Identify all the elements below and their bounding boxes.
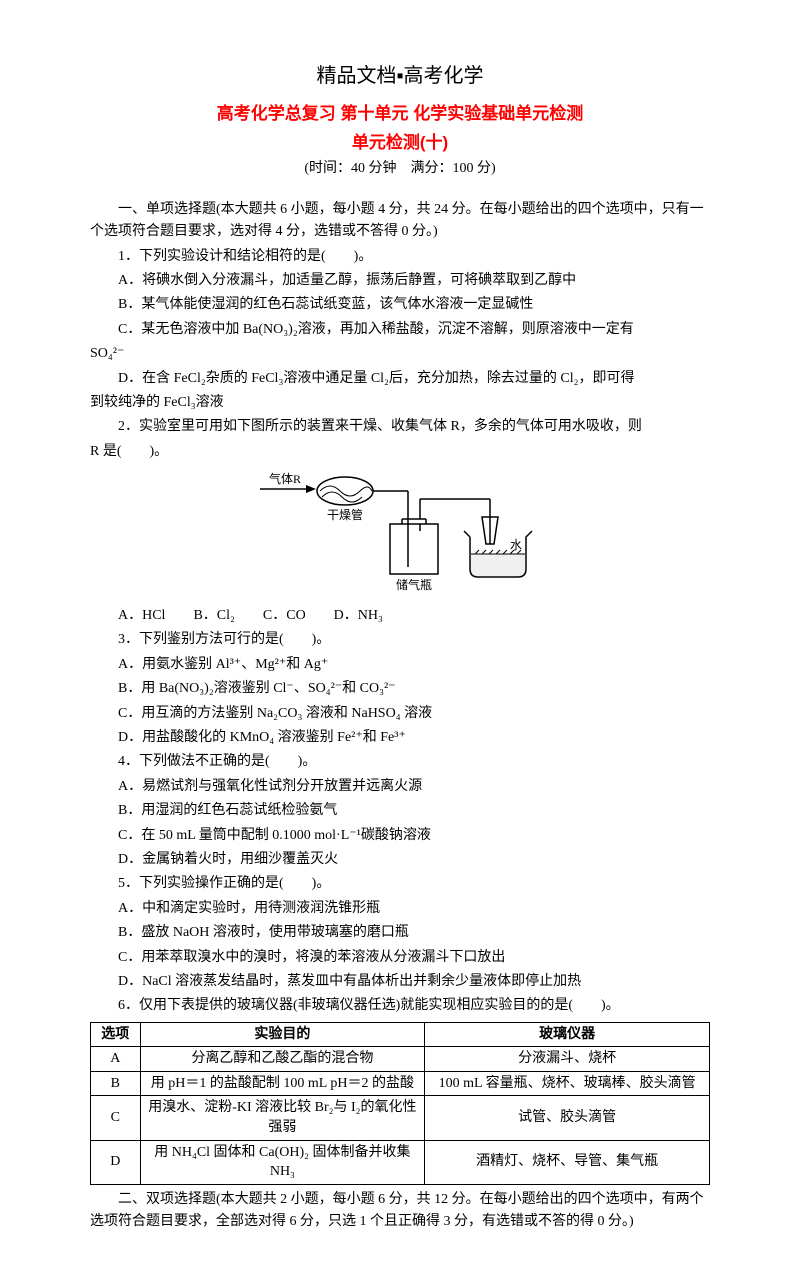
table-row: B 用 pH＝1 的盐酸配制 100 mL pH＝2 的盐酸 100 mL 容量… [91,1071,710,1096]
th-purpose: 实验目的 [140,1022,425,1047]
q3-optD: D．用盐酸酸化的 KMnO₄ 溶液鉴别 Fe²⁺和 Fe³⁺ [90,727,710,749]
label-gasR: 气体R [269,471,301,486]
header-title: 精品文档▪高考化学 [90,60,710,92]
q1-optD: D．在含 FeCl₂杂质的 FeCl₃溶液中通足量 Cl₂后，充分加热，除去过量… [90,368,710,390]
cell: 酒精灯、烧杯、导管、集气瓶 [425,1140,710,1184]
q5-stem: 5．下列实验操作正确的是( )。 [90,873,710,895]
q4-optA: A．易燃试剂与强氧化性试剂分开放置并远离火源 [90,776,710,798]
q3-stem: 3．下列鉴别方法可行的是( )。 [90,629,710,651]
time-info: (时间：40 分钟 满分：100 分) [90,158,710,180]
cell: 试管、胶头滴管 [425,1096,710,1140]
cell: 用溴水、淀粉-KI 溶液比较 Br₂与 I₂的氧化性强弱 [140,1096,425,1140]
cell: 用 pH＝1 的盐酸配制 100 mL pH＝2 的盐酸 [140,1071,425,1096]
q4-optB: B．用湿润的红色石蕊试纸检验氨气 [90,800,710,822]
q2-stem-tail: R 是( )。 [90,441,710,463]
cell: C [91,1096,141,1140]
doc-subtitle: 单元检测(十) [90,129,710,156]
section2-intro: 二、双项选择题(本大题共 2 小题，每小题 6 分，共 12 分。在每小题给出的… [90,1189,710,1234]
q1-optB: B．某气体能使湿润的红色石蕊试纸变蓝，该气体水溶液一定显碱性 [90,294,710,316]
table-row: D 用 NH₄Cl 固体和 Ca(OH)₂ 固体制备并收集 NH₃ 酒精灯、烧杯… [91,1140,710,1184]
q4-stem: 4．下列做法不正确的是( )。 [90,751,710,773]
table-row: A 分离乙醇和乙酸乙酯的混合物 分液漏斗、烧杯 [91,1047,710,1072]
q5-optC: C．用苯萃取溴水中的溴时，将溴的苯溶液从分液漏斗下口放出 [90,947,710,969]
q4-optD: D．金属钠着火时，用细沙覆盖灭火 [90,849,710,871]
q4-optC: C．在 50 mL 量筒中配制 0.1000 mol·L⁻¹碳酸钠溶液 [90,825,710,847]
table-header-row: 选项 实验目的 玻璃仪器 [91,1022,710,1047]
cell: 分离乙醇和乙酸乙酯的混合物 [140,1047,425,1072]
q6-table: 选项 实验目的 玻璃仪器 A 分离乙醇和乙酸乙酯的混合物 分液漏斗、烧杯 B 用… [90,1022,710,1185]
cell: 100 mL 容量瓶、烧杯、玻璃棒、胶头滴管 [425,1071,710,1096]
q3-optC: C．用互滴的方法鉴别 Na₂CO₃ 溶液和 NaHSO₄ 溶液 [90,703,710,725]
q6-stem: 6．仅用下表提供的玻璃仪器(非玻璃仪器任选)就能实现相应实验目的的是( )。 [90,995,710,1017]
cell: 分液漏斗、烧杯 [425,1047,710,1072]
q3-optB: B．用 Ba(NO₃)₂溶液鉴别 Cl⁻、SO₄²⁻和 CO₃²⁻ [90,678,710,700]
doc-title: 高考化学总复习 第十单元 化学实验基础单元检测 [90,100,710,127]
section1-intro: 一、单项选择题(本大题共 6 小题，每小题 4 分，共 24 分。在每小题给出的… [90,199,710,244]
q3-optA: A．用氨水鉴别 Al³⁺、Mg²⁺和 Ag⁺ [90,654,710,676]
q1-stem: 1．下列实验设计和结论相符的是( )。 [90,246,710,268]
label-dryer: 干燥管 [327,507,363,522]
q5-optA: A．中和滴定实验时，用待测液润洗锥形瓶 [90,898,710,920]
table-row: C 用溴水、淀粉-KI 溶液比较 Br₂与 I₂的氧化性强弱 试管、胶头滴管 [91,1096,710,1140]
q2-opts: A．HCl B．Cl₂ C．CO D．NH₃ [90,605,710,627]
cell: B [91,1071,141,1096]
page: 精品文档▪高考化学 高考化学总复习 第十单元 化学实验基础单元检测 单元检测(十… [0,0,800,1276]
q1-optD-tail: 到较纯净的 FeCl₃溶液 [90,392,710,414]
cell: 用 NH₄Cl 固体和 Ca(OH)₂ 固体制备并收集 NH₃ [140,1140,425,1184]
q5-optB: B．盛放 NaOH 溶液时，使用带玻璃塞的磨口瓶 [90,922,710,944]
th-glass: 玻璃仪器 [425,1022,710,1047]
q5-optD: D．NaCl 溶液蒸发结晶时，蒸发皿中有晶体析出并剩余少量液体即停止加热 [90,971,710,993]
q1-optC-tail: SO₄²⁻ [90,343,710,365]
q1-optC: C．某无色溶液中加 Ba(NO₃)₂溶液，再加入稀盐酸，沉淀不溶解，则原溶液中一… [90,319,710,341]
label-bottle: 储气瓶 [396,577,432,592]
cell: A [91,1047,141,1072]
label-water: 水 [510,538,522,552]
th-option: 选项 [91,1022,141,1047]
apparatus-diagram: 气体R 干燥管 储气瓶 水 [250,469,550,599]
cell: D [91,1140,141,1184]
q2-stem: 2．实验室里可用如下图所示的装置来干燥、收集气体 R，多余的气体可用水吸收，则 [90,416,710,438]
q1-optA: A．将碘水倒入分液漏斗，加适量乙醇，振荡后静置，可将碘萃取到乙醇中 [90,270,710,292]
